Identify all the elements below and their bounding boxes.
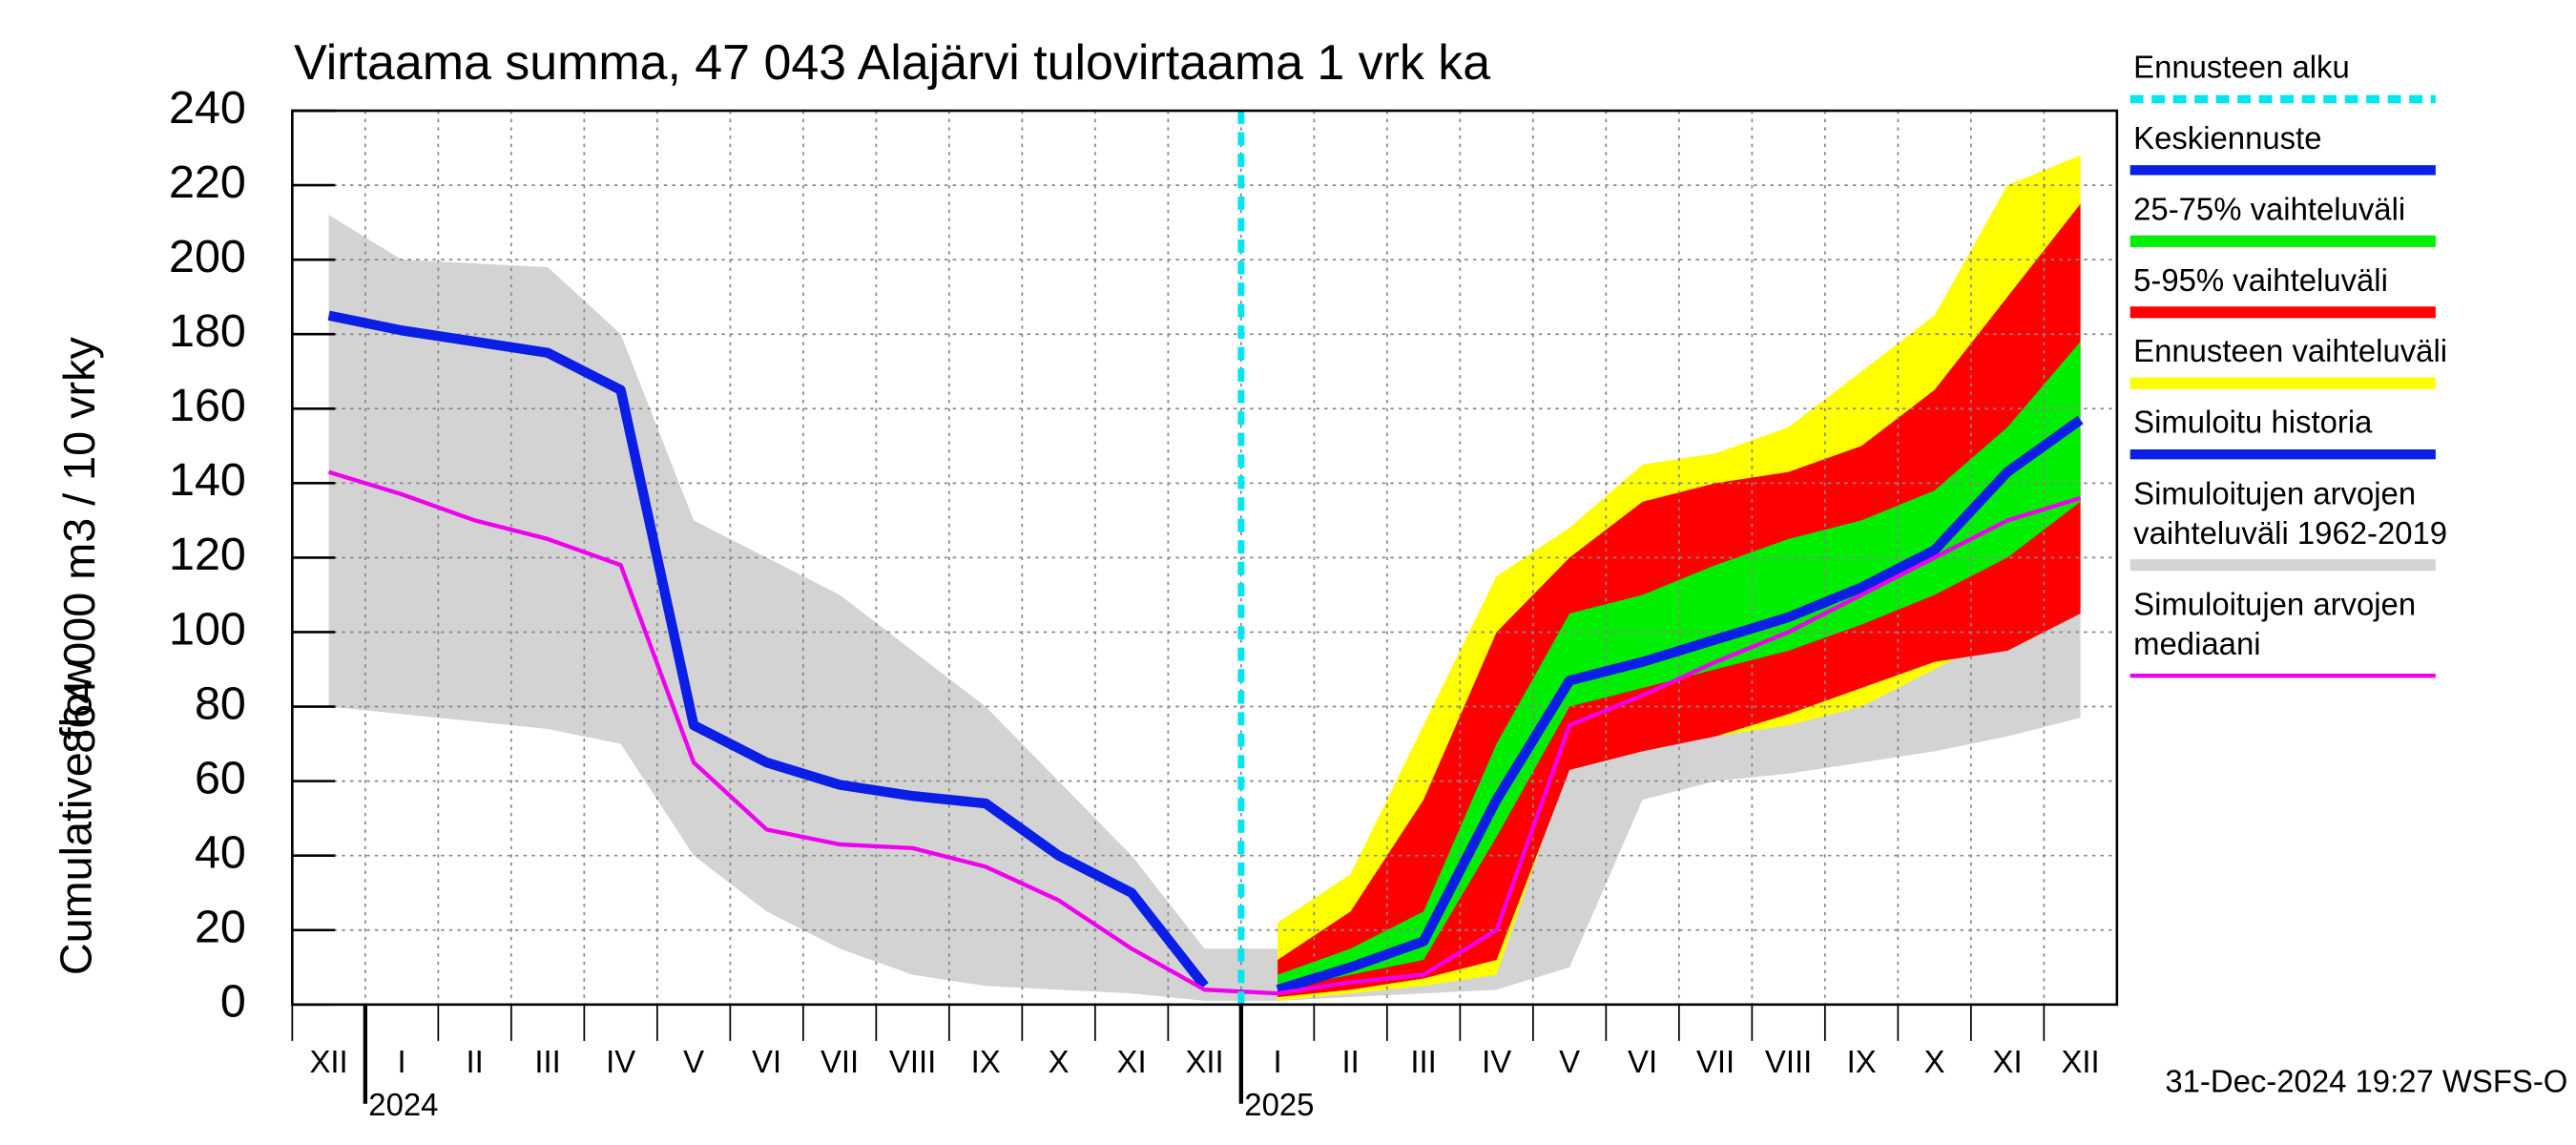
y-tick-label: 40 bbox=[195, 826, 246, 878]
x-tick-label: XII bbox=[309, 1044, 347, 1079]
line bbox=[1276, 415, 2084, 995]
legend-label: Simuloitujen arvojen vaihteluväli 1962-20… bbox=[2133, 475, 2447, 551]
x-tick-label: IV bbox=[1482, 1044, 1511, 1079]
legend-label: Simuloitu historia bbox=[2133, 405, 2373, 440]
y-tick-label: 60 bbox=[195, 752, 246, 803]
x-tick-label: VII bbox=[821, 1044, 859, 1079]
y-tick-label: 160 bbox=[169, 380, 246, 431]
footer: 31-Dec-2024 19:27 WSFS-O bbox=[2165, 1064, 2567, 1099]
x-tick-label: III bbox=[534, 1044, 560, 1079]
x-tick-label: I bbox=[398, 1044, 406, 1079]
x-tick-label: IV bbox=[606, 1044, 635, 1079]
x-tick-label: VI bbox=[1628, 1044, 1657, 1079]
bands bbox=[328, 155, 2081, 1001]
legend-label: 5-95% vaihteluväli bbox=[2133, 262, 2388, 298]
x-tick-label: IX bbox=[1847, 1044, 1877, 1079]
y-axis-label: 864 000 m3 / 10 vrky bbox=[54, 337, 104, 754]
legend-label: Ennusteen alku bbox=[2133, 49, 2350, 84]
x-tick-label: III bbox=[1410, 1044, 1436, 1079]
x-tick-label: XI bbox=[1993, 1044, 2023, 1079]
y-tick-label: 80 bbox=[195, 677, 246, 729]
lines bbox=[327, 111, 2084, 1005]
line bbox=[327, 469, 2082, 996]
year-label: 2024 bbox=[368, 1087, 438, 1122]
x-tick-label: VIII bbox=[889, 1044, 936, 1079]
x-tick-label: XII bbox=[1185, 1044, 1223, 1079]
chart-title: Virtaama summa, 47 043 Alajärvi tulovirt… bbox=[294, 35, 1490, 91]
x-tick-label: V bbox=[683, 1044, 704, 1079]
y-tick-label: 20 bbox=[195, 902, 246, 953]
legend-label: Keskiennuste bbox=[2133, 120, 2321, 156]
y-tick-label: 120 bbox=[169, 529, 246, 580]
x-tick-label: VII bbox=[1696, 1044, 1735, 1079]
x-tick-label: XI bbox=[1117, 1044, 1147, 1079]
band bbox=[328, 215, 2081, 1001]
x-tick-label: X bbox=[1049, 1044, 1070, 1079]
x-tick-label: V bbox=[1559, 1044, 1580, 1079]
x-tick-label: II bbox=[466, 1044, 483, 1079]
y-tick-label: 100 bbox=[169, 603, 246, 655]
y-axis-label: Cumulative flow bbox=[51, 660, 100, 975]
x-tick-label: VI bbox=[752, 1044, 781, 1079]
y-tick-label: 0 bbox=[220, 976, 246, 1028]
y-tick-label: 140 bbox=[169, 454, 246, 506]
line bbox=[327, 310, 1209, 989]
legend-label: Ennusteen vaihteluväli bbox=[2133, 333, 2447, 368]
y-tick-label: 180 bbox=[169, 305, 246, 357]
x-tick-label: II bbox=[1341, 1044, 1359, 1079]
y-tick-label: 200 bbox=[169, 231, 246, 282]
x-tick-label: X bbox=[1924, 1044, 1945, 1079]
x-tick-label: XII bbox=[2061, 1044, 2099, 1079]
legend-label: 25-75% vaihteluväli bbox=[2133, 191, 2405, 226]
x-tick-label: IX bbox=[971, 1044, 1001, 1079]
y-tick-label: 220 bbox=[169, 156, 246, 208]
year-label: 2025 bbox=[1244, 1087, 1314, 1122]
x-tick-label: I bbox=[1274, 1044, 1282, 1079]
y-tick-label: 240 bbox=[169, 82, 246, 134]
x-tick-label: VIII bbox=[1765, 1044, 1812, 1079]
legend-label: Simuloitujen arvojen mediaani bbox=[2133, 586, 2416, 661]
